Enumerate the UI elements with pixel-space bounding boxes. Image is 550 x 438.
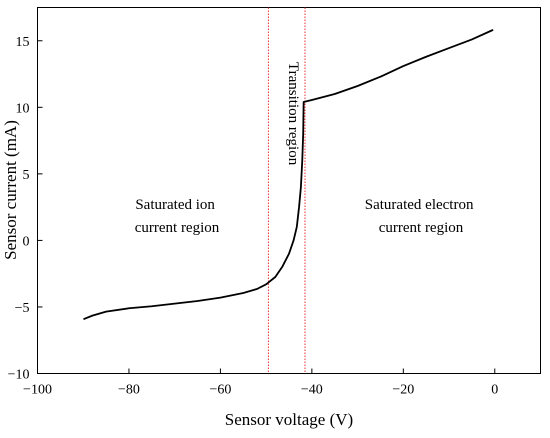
y-tick-label: 15 — [16, 35, 30, 50]
x-tick-label: −40 — [301, 383, 323, 398]
y-tick-label: 5 — [23, 168, 30, 183]
x-tick-label: 0 — [491, 383, 498, 398]
electron-region-label: Saturated electron current region — [365, 197, 477, 236]
current-voltage-curve — [83, 29, 494, 320]
x-axis-ticks: −100 −80 −60 −40 −20 0 — [23, 368, 498, 398]
transition-region-label: Transition region — [285, 62, 301, 166]
reference-lines — [267, 7, 306, 374]
y-tick-label: 0 — [23, 234, 30, 249]
electron-region-line-1: Saturated electron — [365, 197, 474, 213]
electron-region-line-2: current region — [379, 220, 464, 236]
x-tick-label: −80 — [118, 383, 140, 398]
x-tick-label: −60 — [209, 383, 231, 398]
ion-region-line-1: Saturated ion — [135, 197, 215, 213]
x-tick-label: −20 — [392, 383, 414, 398]
x-tick-label: −100 — [23, 383, 52, 398]
ion-region-line-2: current region — [135, 220, 220, 236]
y-tick-label: −5 — [15, 301, 30, 316]
y-axis-ticks: −10 −5 0 5 10 15 — [8, 35, 43, 383]
x-axis-title: Sensor voltage (V) — [225, 410, 353, 429]
y-axis-title: Sensor current (mA) — [1, 120, 20, 260]
plot-frame — [37, 7, 541, 374]
ion-region-label: Saturated ion current region — [135, 197, 220, 236]
series-layer — [83, 29, 494, 320]
y-tick-label: −10 — [8, 368, 30, 383]
y-tick-label: 10 — [16, 101, 30, 116]
